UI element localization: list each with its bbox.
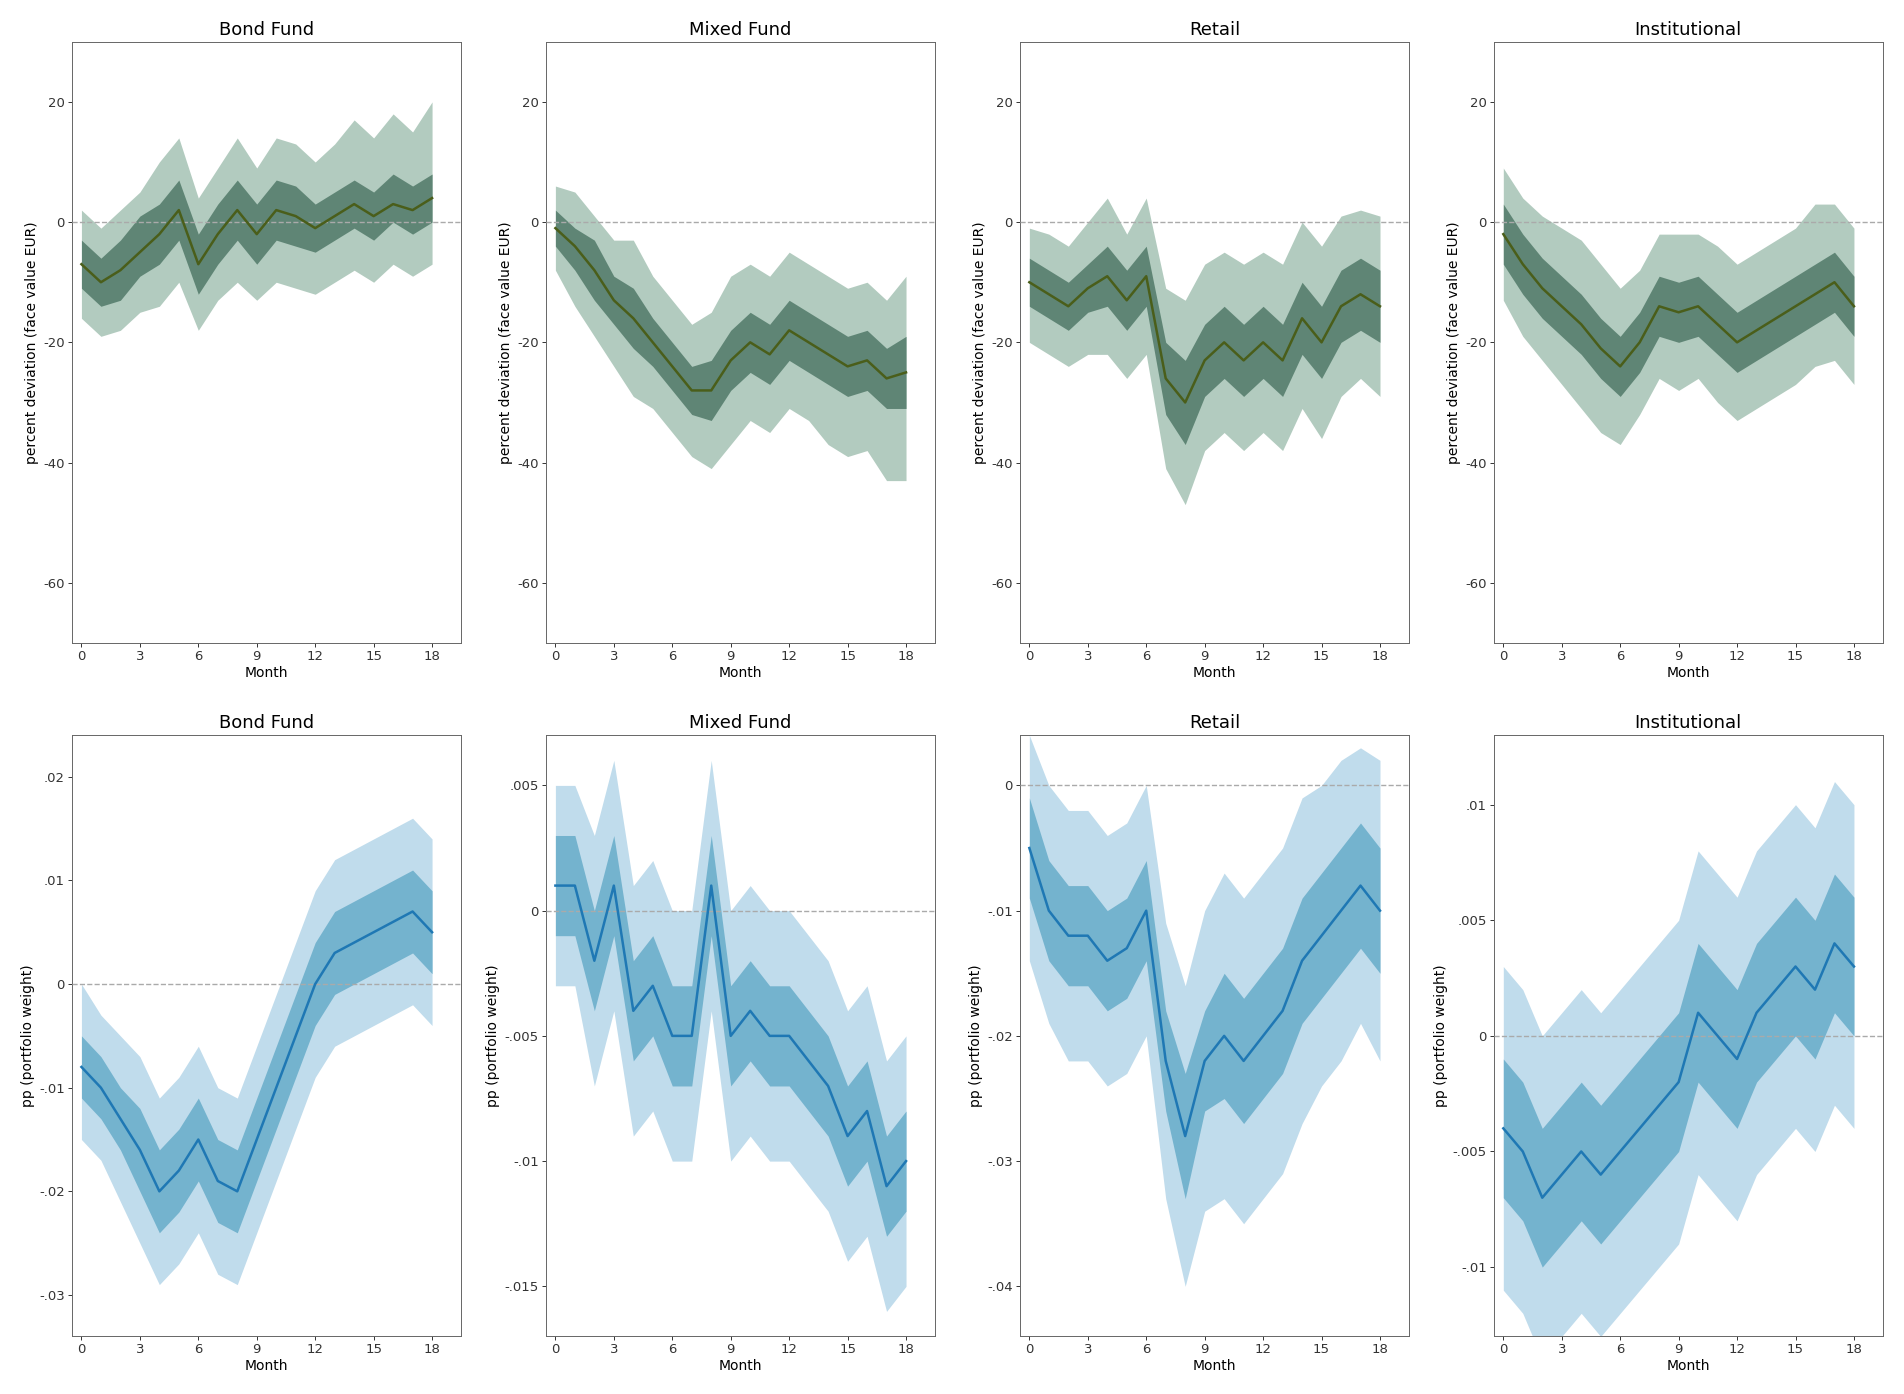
Title: Institutional: Institutional	[1636, 21, 1742, 39]
Title: Institutional: Institutional	[1636, 714, 1742, 732]
X-axis label: Month: Month	[246, 1359, 288, 1373]
Y-axis label: pp (portfolio weight): pp (portfolio weight)	[1434, 965, 1449, 1107]
X-axis label: Month: Month	[246, 666, 288, 680]
Title: Retail: Retail	[1188, 714, 1240, 732]
Title: Bond Fund: Bond Fund	[219, 21, 314, 39]
Y-axis label: percent deviation (face value EUR): percent deviation (face value EUR)	[973, 222, 986, 464]
X-axis label: Month: Month	[1192, 666, 1236, 680]
X-axis label: Month: Month	[1666, 666, 1710, 680]
X-axis label: Month: Month	[1666, 1359, 1710, 1373]
Y-axis label: percent deviation (face value EUR): percent deviation (face value EUR)	[1447, 222, 1460, 464]
Y-axis label: pp (portfolio weight): pp (portfolio weight)	[969, 965, 982, 1107]
Y-axis label: pp (portfolio weight): pp (portfolio weight)	[486, 965, 501, 1107]
X-axis label: Month: Month	[718, 1359, 762, 1373]
Y-axis label: pp (portfolio weight): pp (portfolio weight)	[21, 965, 34, 1107]
X-axis label: Month: Month	[718, 666, 762, 680]
Title: Mixed Fund: Mixed Fund	[689, 21, 792, 39]
Y-axis label: percent deviation (face value EUR): percent deviation (face value EUR)	[499, 222, 512, 464]
Y-axis label: percent deviation (face value EUR): percent deviation (face value EUR)	[25, 222, 38, 464]
Title: Bond Fund: Bond Fund	[219, 714, 314, 732]
X-axis label: Month: Month	[1192, 1359, 1236, 1373]
Title: Mixed Fund: Mixed Fund	[689, 714, 792, 732]
Title: Retail: Retail	[1188, 21, 1240, 39]
